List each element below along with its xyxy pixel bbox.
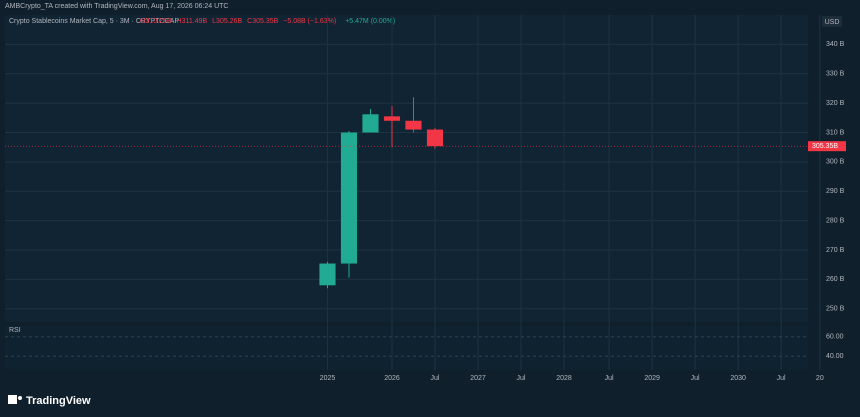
ohlc-label: −5.08B (−1.63%) [283,18,336,25]
ohlc-label: C305.35B [247,18,278,25]
x-tick-label: 2027 [470,375,486,382]
x-tick-label: 2029 [644,375,660,382]
y-tick-label: 340 B [826,41,845,48]
x-tick-label: 2028 [556,375,572,382]
candle-body [426,129,444,147]
ohlc-label: O310.26B [140,18,172,25]
x-tick-label: 2026 [384,375,400,382]
brand: TradingView [26,395,91,407]
x-tick-label: 2025 [320,375,336,382]
y-tick-label: 330 B [826,71,845,78]
candle-body [340,132,358,264]
attribution: AMBCrypto_TA created with TradingView.co… [5,3,228,10]
plot-area [5,15,808,322]
x-tick-label: Jul [517,375,526,382]
rsi-tick-label: 60.00 [826,334,844,341]
rsi-tick-label: 40.00 [826,353,844,360]
extra-label: +5.47M (0.00%) [345,18,395,25]
y-tick-label: 320 B [826,100,845,107]
x-tick-label: Jul [431,375,440,382]
rsi-title: RSI [9,327,21,334]
x-tick-label: 2030 [730,375,746,382]
candle-body [405,120,422,130]
y-tick-label: 290 B [826,188,845,195]
rsi-pane [5,326,808,370]
last-price-tag [808,141,846,152]
candle-body [319,263,336,286]
y-tick-label: 270 B [826,247,845,254]
candle-body [383,116,401,121]
chart-title: Crypto Stablecoins Market Cap, 5 · 3M · … [9,18,179,25]
ohlc-label: H311.49B [177,18,208,25]
x-tick-label: Jul [605,375,614,382]
y-tick-label: 250 B [826,306,845,313]
y-tick-label: 300 B [826,159,845,166]
x-tick-label: Jul [691,375,700,382]
brand-logo [8,395,22,404]
ohlc-label: L305.26B [212,18,242,25]
currency-button[interactable] [822,16,842,27]
y-tick-label: 310 B [826,129,845,136]
y-tick-label: 260 B [826,276,845,283]
y-tick-label: 280 B [826,217,845,224]
currency: USD [825,19,840,26]
last-price-label: 305.35B [812,143,838,150]
x-tick-label: Jul [777,375,786,382]
candle-body [362,114,379,133]
x-tick-label: 20 [816,375,824,382]
